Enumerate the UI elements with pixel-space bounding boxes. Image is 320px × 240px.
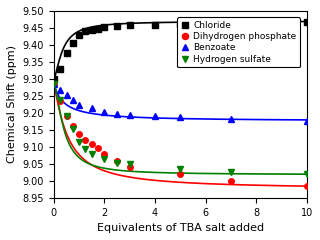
Y-axis label: Chemical Shift (ppm): Chemical Shift (ppm) (7, 45, 17, 163)
X-axis label: Equivalents of TBA salt added: Equivalents of TBA salt added (97, 223, 264, 233)
Legend: Chloride, Dihydrogen phosphate, Benzoate, Hydrogen sulfate: Chloride, Dihydrogen phosphate, Benzoate… (177, 17, 300, 67)
